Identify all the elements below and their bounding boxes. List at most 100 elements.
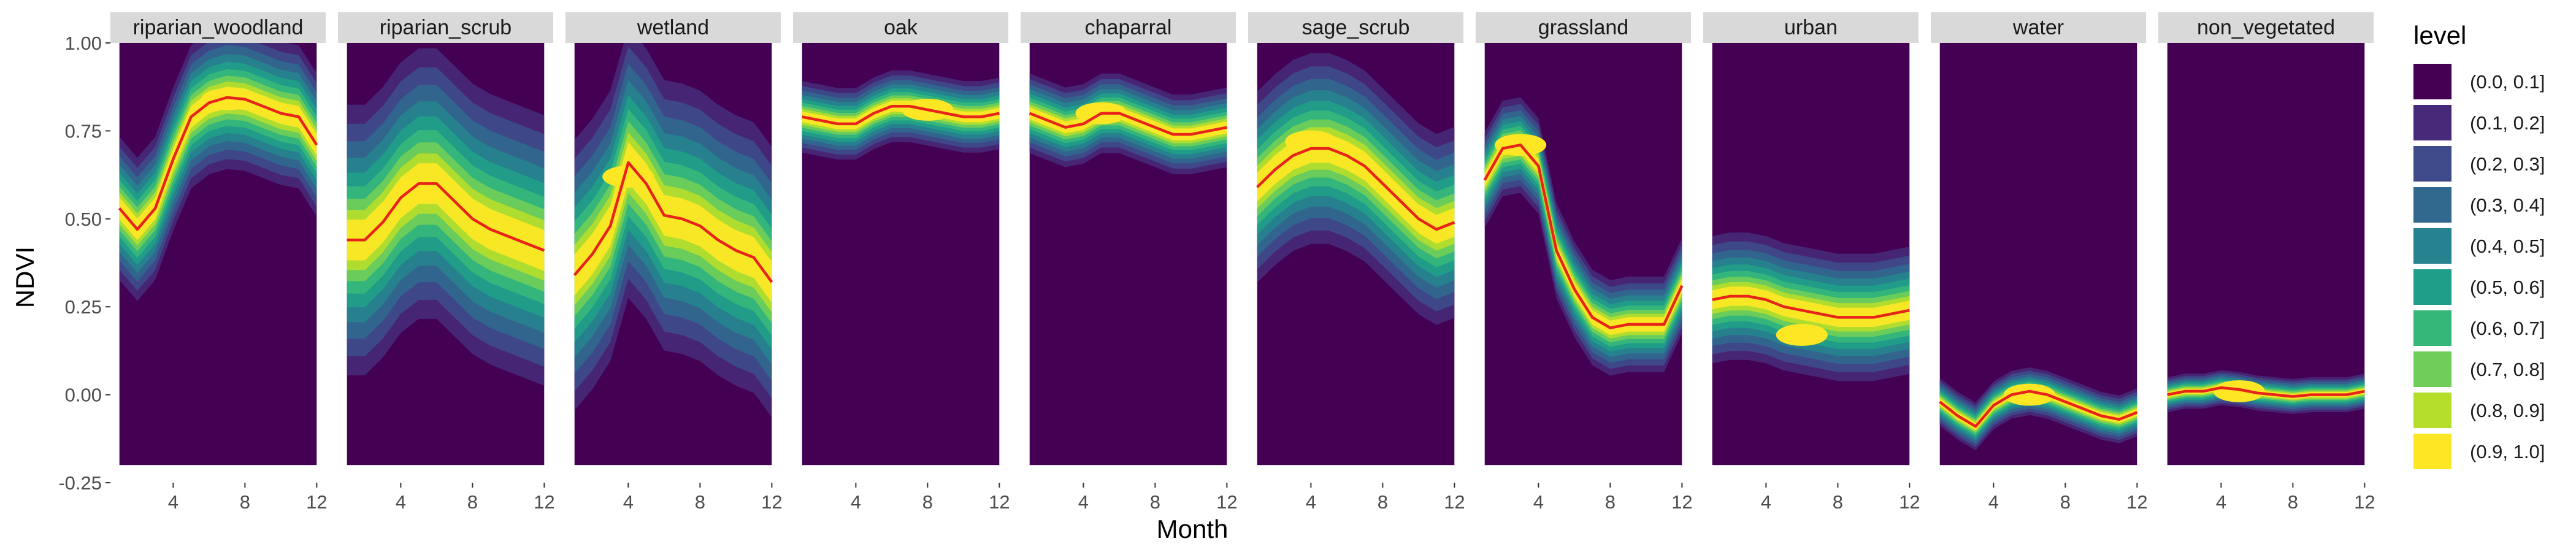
legend-swatch <box>2413 146 2451 182</box>
legend-label: (0.4, 0.5] <box>2470 236 2545 257</box>
legend-label: (0.7, 0.8] <box>2470 359 2545 380</box>
density-level-9 <box>119 86 317 240</box>
x-tick-label: 4 <box>1761 491 1771 513</box>
mean-line <box>1712 294 1910 319</box>
facet-label: oak <box>884 16 918 39</box>
density-level-9 <box>1257 134 1455 244</box>
facet-strip <box>338 12 553 43</box>
x-tick-label: 8 <box>1605 491 1616 513</box>
x-tick-label: 4 <box>1306 491 1316 513</box>
x-tick-label: 4 <box>396 491 406 513</box>
facet-strip <box>1476 12 1691 43</box>
facet-strip <box>1021 12 1236 43</box>
x-tick-label: 4 <box>851 491 861 513</box>
mean-line <box>1939 389 2138 428</box>
x-tick-label: 8 <box>922 491 933 513</box>
facet-label: riparian_scrub <box>380 16 512 39</box>
density-peak <box>1776 324 1828 347</box>
x-tick-label: 8 <box>1378 491 1388 513</box>
x-tick-label: 12 <box>534 491 554 513</box>
y-axis: 1.00 0.75 0.50 0.25 0.00 -0.25 <box>58 33 110 494</box>
x-tick-label: 8 <box>240 491 250 513</box>
facet-panel: water 4 8 12 <box>1931 12 2148 513</box>
density-band <box>802 43 1000 466</box>
facet-panel: urban 4 8 12 <box>1703 12 1920 513</box>
density-band <box>1484 43 1682 466</box>
facet-strip <box>110 12 326 43</box>
facet-strip <box>1248 12 1463 43</box>
legend-swatch <box>2413 434 2451 469</box>
x-tick-label: 12 <box>1899 491 1920 513</box>
x-tick-label: 8 <box>2060 491 2071 513</box>
density-band <box>1939 43 2137 466</box>
legend-swatch <box>2413 351 2451 387</box>
mean-line <box>2167 386 2365 398</box>
legend-label: (0.0, 0.1] <box>2470 71 2545 93</box>
legend-label: (0.6, 0.7] <box>2470 318 2545 339</box>
legend: level (0.0, 0.1] (0.1, 0.2] (0.2, 0.3] (0.3… <box>2413 21 2545 469</box>
legend-label: (0.5, 0.6] <box>2470 277 2545 298</box>
density-band <box>2167 43 2365 466</box>
density-peak <box>602 166 654 188</box>
x-tick-label: 12 <box>2354 491 2375 513</box>
density-band <box>574 43 772 466</box>
legend-swatch <box>2413 269 2451 305</box>
mean-line <box>347 182 545 252</box>
density-level-4 <box>1939 377 2137 441</box>
mean-line <box>573 161 773 283</box>
facet-panel: riparian_woodland 4 8 12 <box>110 12 328 513</box>
facet-panel: grassland 4 8 12 <box>1476 12 1693 513</box>
legend-label: (0.2, 0.3] <box>2470 153 2545 175</box>
y-tick-label: -0.25 <box>58 472 102 494</box>
facet-panel: riparian_scrub 4 8 12 <box>338 12 555 513</box>
mean-line <box>1029 112 1227 136</box>
facet-strip <box>2158 12 2374 43</box>
legend-swatch <box>2413 310 2451 346</box>
facet-label: sage_scrub <box>1302 16 1410 39</box>
facet-panel: sage_scrub 4 8 12 <box>1248 12 1465 513</box>
density-peak <box>201 88 253 110</box>
x-tick-label: 12 <box>2126 491 2147 513</box>
facet-panel: non_vegetated 4 8 12 <box>2158 12 2375 513</box>
legend-swatch <box>2413 187 2451 223</box>
legend-title: level <box>2413 21 2466 50</box>
y-tick-label: 0.25 <box>65 296 102 318</box>
x-tick-label: 8 <box>695 491 705 513</box>
y-tick-label: 0.50 <box>65 209 102 230</box>
x-tick-label: 4 <box>1533 491 1544 513</box>
density-band <box>1712 43 1910 466</box>
facet-label: water <box>2012 16 2064 39</box>
x-tick-label: 4 <box>623 491 634 513</box>
legend-label: (0.9, 1.0] <box>2470 441 2545 462</box>
density-band <box>119 43 317 466</box>
facet-strip <box>793 12 1008 43</box>
mean-line <box>802 104 1000 126</box>
facet-panel: oak 4 8 12 <box>793 12 1010 513</box>
facet-strip <box>1931 12 2146 43</box>
density-peak <box>2003 383 2055 406</box>
x-tick-label: 8 <box>1833 491 1843 513</box>
density-level-9 <box>802 101 1000 129</box>
x-tick-label: 12 <box>1671 491 1692 513</box>
density-band <box>1029 43 1227 466</box>
legend-swatch <box>2413 105 2451 140</box>
x-tick-label: 8 <box>467 491 478 513</box>
density-level-8 <box>119 81 317 245</box>
x-tick-label: 4 <box>168 491 178 513</box>
legend-swatch <box>2413 228 2451 264</box>
x-tick-label: 12 <box>989 491 1010 513</box>
y-tick-label: 0.00 <box>65 385 102 406</box>
density-peak <box>393 179 445 202</box>
density-level-9 <box>1029 107 1227 140</box>
density-peak <box>1285 130 1337 153</box>
x-tick-label: 4 <box>1078 491 1089 513</box>
mean-line <box>1483 144 1684 329</box>
mean-line <box>1256 147 1455 231</box>
legend-swatch <box>2413 393 2451 428</box>
y-axis-title: NDVI <box>10 247 39 308</box>
density-peak <box>2213 380 2265 402</box>
axis-titles: Month NDVI <box>10 247 1228 543</box>
x-tick-label: 12 <box>761 491 782 513</box>
